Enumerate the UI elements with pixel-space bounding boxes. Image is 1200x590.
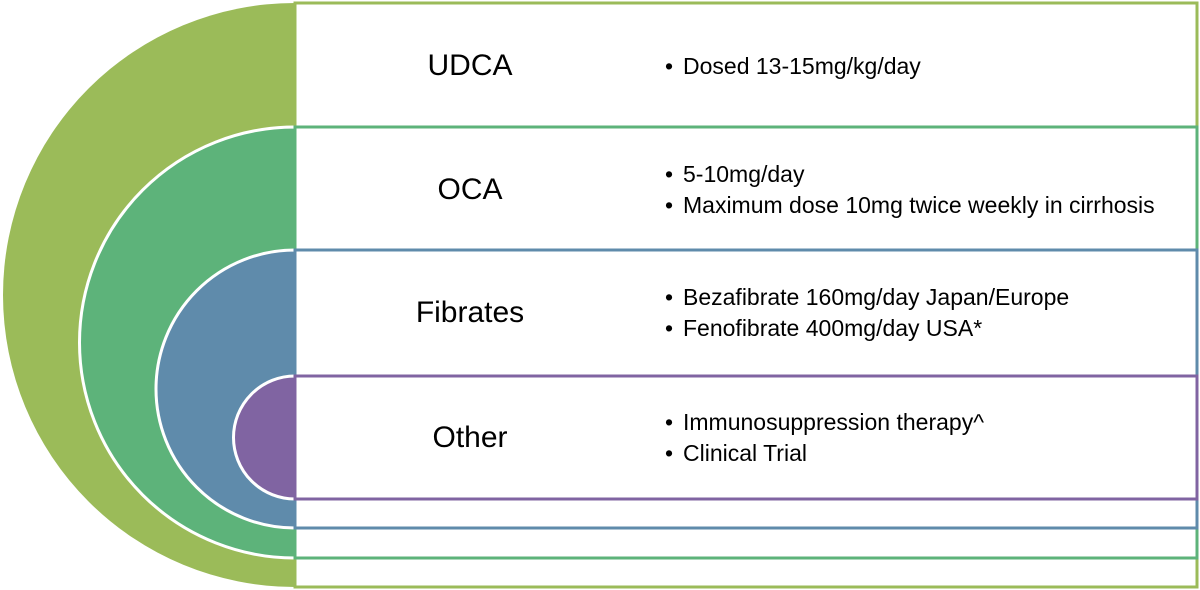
row-label: OCA	[437, 173, 503, 206]
box-other	[293, 374, 1199, 501]
bullet-item: Immunosuppression therapy^	[665, 408, 1165, 437]
bullet-item: 5-10mg/day	[665, 160, 1165, 189]
arc-other	[232, 374, 297, 501]
bullet-item: Bezafibrate 160mg/day Japan/Europe	[665, 283, 1165, 312]
bullet-list: Dosed 13-15mg/kg/day	[665, 50, 1165, 83]
bullet-list: 5-10mg/dayMaximum dose 10mg twice weekly…	[665, 158, 1165, 222]
bullet-item: Maximum dose 10mg twice weekly in cirrho…	[665, 191, 1165, 220]
row: UDCA Dosed 13-15mg/kg/day	[300, 5, 1190, 127]
bullet-list: Bezafibrate 160mg/day Japan/EuropeFenofi…	[665, 281, 1165, 345]
row: Other Immunosuppression therapy^Clinical …	[300, 379, 1190, 497]
bullet-item: Clinical Trial	[665, 439, 1165, 468]
row-label: Fibrates	[415, 296, 525, 329]
row: Fibrates Bezafibrate 160mg/day Japan/Euro…	[300, 253, 1190, 373]
row: OCA 5-10mg/dayMaximum dose 10mg twice wee…	[300, 130, 1190, 250]
row-label: UDCA	[427, 49, 513, 82]
bullet-item: Dosed 13-15mg/kg/day	[665, 52, 1165, 81]
bullet-item: Fenofibrate 400mg/day USA*	[665, 314, 1165, 343]
row-label: Other	[432, 421, 508, 454]
bullet-list: Immunosuppression therapy^Clinical Trial	[665, 406, 1165, 470]
